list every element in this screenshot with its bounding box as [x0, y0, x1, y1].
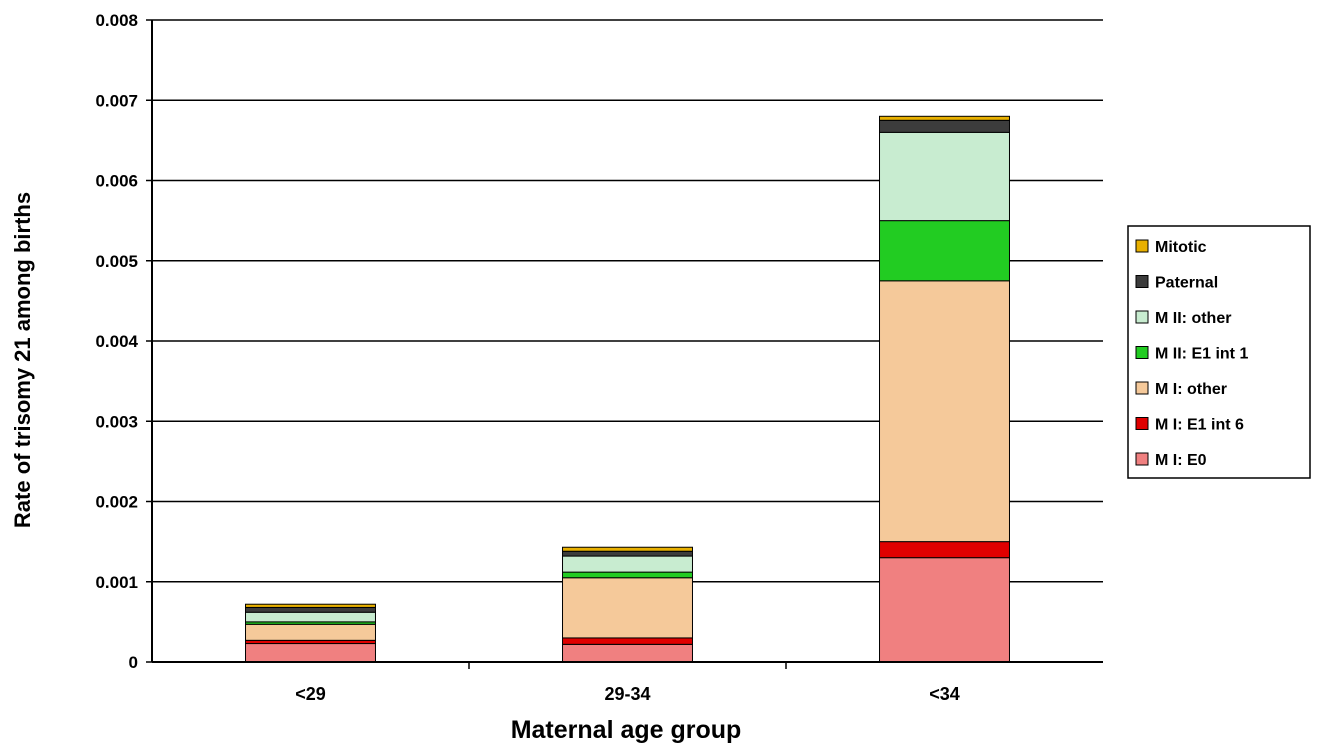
x-tick-label: 29-34: [604, 684, 650, 704]
bar-segment: [562, 577, 693, 639]
bar-segment: [879, 541, 1010, 559]
bar-segment: [245, 643, 376, 663]
x-axis-tick-labels: <29 29-34 <34: [295, 662, 960, 704]
x-tick-label: <29: [295, 684, 326, 704]
bar-segment: [879, 280, 1010, 543]
y-tick-label: 0.006: [95, 172, 138, 191]
y-tick-label: 0.007: [95, 91, 138, 110]
bar-segment: [562, 643, 693, 663]
bar-segment: [562, 546, 693, 552]
legend-swatch: [1135, 310, 1149, 324]
legend-label: M I: E0: [1155, 452, 1207, 469]
bar-segment: [562, 550, 693, 557]
bar-segment: [245, 603, 376, 608]
x-axis-label: Maternal age group: [511, 716, 742, 744]
y-axis-label: Rate of trisomy 21 among births: [10, 192, 35, 528]
y-tick-label: 0.005: [95, 252, 138, 271]
bar-segment: [879, 557, 1010, 663]
legend-label: Paternal: [1155, 275, 1218, 292]
legend-swatch: [1135, 346, 1149, 359]
bar-segment: [562, 571, 693, 579]
y-tick-label: 0.004: [95, 332, 138, 351]
y-axis-tick-labels: 0 0.001 0.002 0.003 0.004 0.005 0.006 0.007 0.00…: [95, 11, 138, 672]
bars: [245, 115, 1010, 663]
legend-label: M I: other: [1155, 381, 1227, 398]
legend-swatch: [1135, 275, 1149, 288]
bar-segment: [245, 623, 376, 641]
legend-label: M II: E1 int 1: [1155, 346, 1248, 363]
y-tick-label: 0.001: [95, 573, 138, 592]
x-tick-label: <34: [929, 684, 960, 704]
y-tick-label: 0.003: [95, 412, 138, 431]
legend-swatch: [1135, 239, 1149, 253]
legend-label: Mitotic: [1155, 239, 1207, 256]
y-tick-label: 0: [129, 653, 138, 672]
legend-swatch: [1135, 417, 1149, 430]
bar-segment: [879, 115, 1010, 121]
bar-segment: [879, 119, 1010, 133]
legend-label: M I: E1 int 6: [1155, 417, 1244, 434]
legend: Mitotic Paternal M II: other M II: E1 int 1…: [1127, 225, 1311, 479]
bar-segment: [562, 637, 693, 645]
legend-box: [1127, 225, 1311, 479]
bar-segment: [245, 611, 376, 623]
bar-segment: [879, 131, 1010, 222]
bar-segment: [245, 606, 376, 613]
y-tick-label: 0.002: [95, 493, 138, 512]
legend-swatch: [1135, 381, 1149, 395]
bar-segment: [562, 555, 693, 573]
legend-label: M II: other: [1155, 310, 1231, 327]
legend-swatch: [1135, 452, 1149, 466]
y-tick-label: 0.008: [95, 11, 138, 30]
bar-segment: [879, 220, 1010, 282]
